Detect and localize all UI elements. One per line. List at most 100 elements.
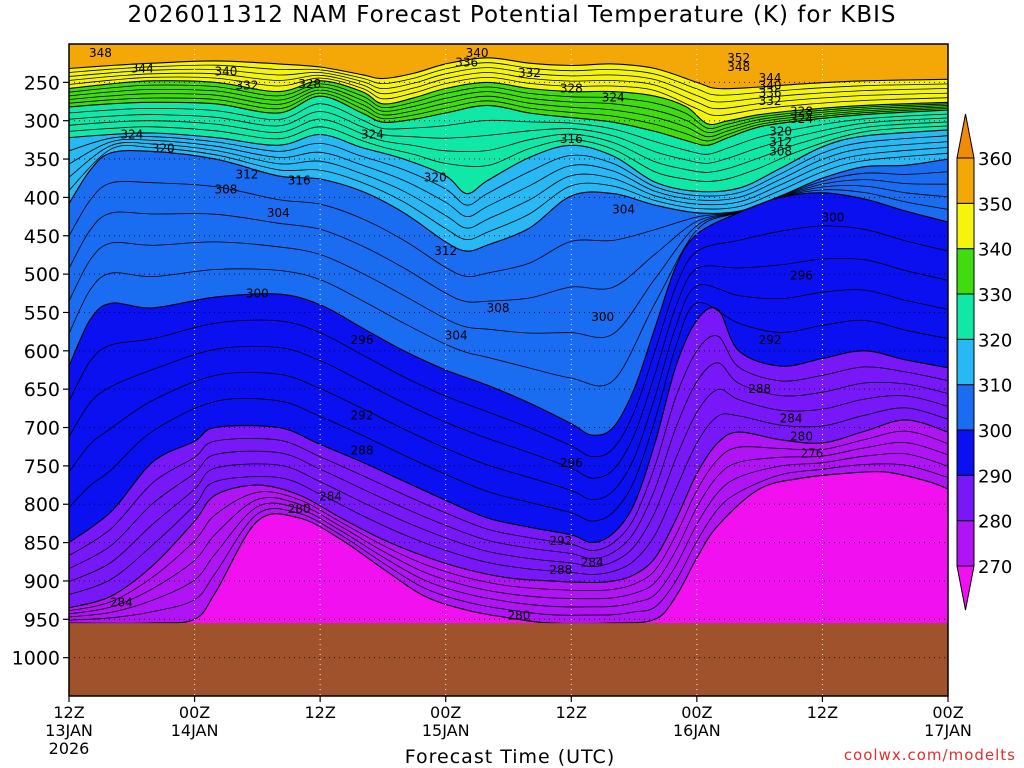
isoline-340-3 xyxy=(69,89,948,138)
contour-label: 300 xyxy=(246,286,269,300)
contour-label: 312 xyxy=(235,167,258,181)
isoline-290-3 xyxy=(69,388,948,583)
contour-label: 288 xyxy=(351,444,374,458)
contour-fills xyxy=(69,44,948,696)
chart-title: 2026011312 NAM Forecast Potential Temper… xyxy=(127,2,897,28)
isoline-310-2 xyxy=(69,179,948,303)
isotherm-350 xyxy=(69,57,948,90)
x-tick-label: 12Z xyxy=(556,703,587,722)
contour-label: 304 xyxy=(267,206,290,220)
x-axis-label: Forecast Time (UTC) xyxy=(404,746,616,768)
x-tick-date: 14JAN xyxy=(171,721,219,740)
colorbar-label: 320 xyxy=(978,330,1012,351)
contour-label: 280 xyxy=(790,430,813,444)
contour-label: 324 xyxy=(361,128,384,142)
y-tick-label: 650 xyxy=(24,379,60,401)
y-tick-label: 700 xyxy=(24,418,60,440)
contour-label: 312 xyxy=(769,135,792,149)
isoline-280-4 xyxy=(69,463,948,621)
colorbar-band xyxy=(956,157,975,204)
contour-label: 336 xyxy=(759,86,782,100)
contour-label: 344 xyxy=(759,71,782,85)
isotherm-280 xyxy=(69,419,948,609)
y-tick-label: 850 xyxy=(24,533,60,555)
isoline-290-2 xyxy=(69,362,948,570)
isotherm-300 xyxy=(69,192,948,436)
isoline-320-2 xyxy=(69,138,948,218)
y-tick-label: 500 xyxy=(24,264,60,286)
plot-frame xyxy=(68,43,949,697)
contour-label: 292 xyxy=(351,408,374,422)
contour-label: 300 xyxy=(591,310,614,324)
isotherm-270 xyxy=(69,470,948,625)
contour-label: 292 xyxy=(549,534,572,548)
colorbar-band xyxy=(956,248,975,295)
contour-label: 336 xyxy=(455,55,478,69)
isoline-300-3 xyxy=(69,284,948,501)
isoline-310-3 xyxy=(69,185,948,338)
isoline-350-4 xyxy=(69,76,948,116)
contour-label: 328 xyxy=(790,105,813,119)
isoline-290-4 xyxy=(69,407,948,596)
ground-fill xyxy=(69,623,948,696)
contour-label: 296 xyxy=(790,269,813,283)
colorbar-label: 360 xyxy=(978,149,1012,170)
contour-label: 320 xyxy=(152,141,175,155)
y-tick-label: 450 xyxy=(24,226,60,248)
isoline-320-4 xyxy=(69,144,948,241)
isoline-320-1 xyxy=(69,135,948,206)
contour-label: 280 xyxy=(288,502,311,516)
colorbar-band xyxy=(956,202,975,250)
colorbar-band xyxy=(956,429,975,476)
isotherm-320 xyxy=(69,129,948,195)
contour-label: 284 xyxy=(110,595,133,609)
isoline-320-3 xyxy=(69,142,948,229)
contour-label: 284 xyxy=(780,411,803,425)
contour-label: 332 xyxy=(518,66,541,80)
x-tick-date: 16JAN xyxy=(673,721,721,740)
contour-label: 304 xyxy=(445,328,468,342)
isoline-300-2 xyxy=(69,257,948,479)
isoline-300-4 xyxy=(69,302,948,522)
contour-label: 308 xyxy=(215,183,238,197)
colorbar: 270 280 290 300 310 320 330 340 350 360 xyxy=(956,113,1012,611)
colorbar-high-arrow xyxy=(956,113,975,159)
isoline-310-1 xyxy=(69,171,948,278)
x-tick-label: 12Z xyxy=(53,703,84,722)
contour-label: 276 xyxy=(801,447,824,461)
x-tick-label: 00Z xyxy=(932,703,963,722)
isotherm-290 xyxy=(69,307,948,544)
source-credit: coolwx.com/modelts xyxy=(843,746,1016,764)
contour-label: 284 xyxy=(319,490,342,504)
contour-label: 352 xyxy=(727,51,750,65)
contour-label: 292 xyxy=(759,333,782,347)
contour-label: 316 xyxy=(560,132,583,146)
x-tick-label: 12Z xyxy=(304,703,335,722)
colorbar-label: 270 xyxy=(978,557,1012,578)
contour-label: 348 xyxy=(89,46,112,60)
contour-label: 304 xyxy=(612,203,635,217)
colorbar-label: 330 xyxy=(978,285,1012,306)
contour-label: 328 xyxy=(560,81,583,95)
contour-label: 312 xyxy=(434,244,457,258)
isoline-280-1 xyxy=(69,430,948,612)
y-tick-label: 750 xyxy=(24,456,60,478)
isotherm-340 xyxy=(69,80,948,126)
colorbar-band xyxy=(956,520,975,567)
colorbar-band xyxy=(956,384,975,431)
contour-label: 284 xyxy=(581,556,604,570)
isoline-340-2 xyxy=(69,86,948,133)
y-tick-label: 250 xyxy=(24,72,60,94)
contour-label: 320 xyxy=(424,170,447,184)
contour-label: 324 xyxy=(602,91,625,105)
colorbar-band xyxy=(956,338,975,386)
y-tick-label: 550 xyxy=(24,302,60,324)
colorbar-band xyxy=(956,293,975,340)
contour-label: 340 xyxy=(215,65,238,79)
x-tick-date: 15JAN xyxy=(422,721,470,740)
isoline-340-4 xyxy=(69,92,948,142)
y-tick-label: 800 xyxy=(24,494,60,516)
